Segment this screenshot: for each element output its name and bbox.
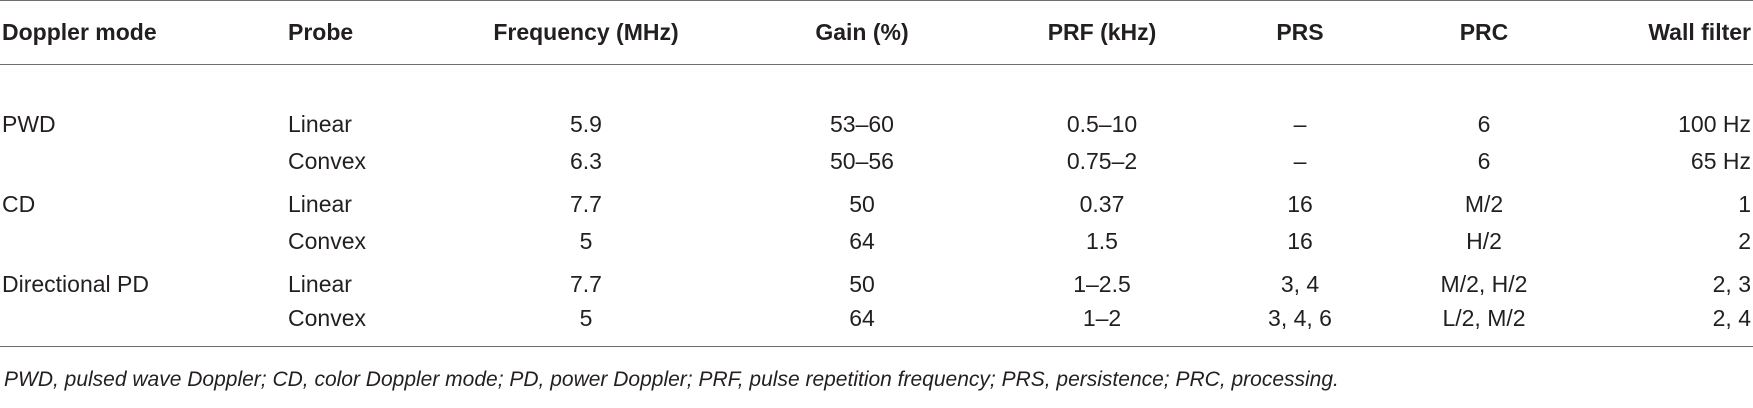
cell-prc: H/2 (1466, 228, 1502, 254)
cell-mode: PWD (2, 111, 56, 137)
header-doppler-mode: Doppler mode (0, 0, 288, 65)
table-row: Convex 5 64 1–2 3, 4, 6 L/2, M/2 2, 4 (0, 304, 1753, 347)
cell-mode (0, 304, 288, 347)
header-prs: PRS (1216, 0, 1384, 65)
cell-gain: 50–56 (830, 148, 894, 174)
cell-mode: Directional PD (2, 271, 149, 297)
cell-frequency: 7.7 (570, 191, 602, 217)
cell-prf: 1–2 (988, 304, 1216, 347)
cell-frequency: 5 (436, 304, 736, 347)
cell-frequency: 6.3 (570, 148, 602, 174)
cell-prs: 16 (1287, 191, 1313, 217)
cell-mode (0, 225, 288, 265)
cell-prc: M/2 (1464, 191, 1504, 217)
cell-wall-filter: 2, 3 (1712, 271, 1751, 297)
cell-gain: 64 (736, 304, 988, 347)
cell-prs: 3, 4 (1280, 271, 1320, 297)
table-row: Convex 5 64 1.5 16 H/2 2 (0, 225, 1753, 265)
cell-prf: 1–2.5 (1073, 271, 1131, 297)
cell-wall-filter: 100 Hz (1678, 111, 1751, 137)
table-header-row: Doppler mode Probe Frequency (MHz) Gain … (0, 0, 1753, 65)
cell-gain: 50 (849, 271, 875, 297)
cell-probe: Linear (288, 111, 352, 137)
cell-prf: 0.37 (1079, 191, 1125, 217)
cell-gain: 64 (849, 228, 875, 254)
cell-prc: 6 (1477, 148, 1491, 174)
cell-prc: M/2, H/2 (1440, 271, 1528, 297)
cell-frequency: 5.9 (570, 111, 602, 137)
cell-prf: 1.5 (1086, 228, 1118, 254)
table-spacer (0, 65, 1753, 105)
cell-probe: Convex (288, 148, 366, 174)
cell-prs: – (1293, 111, 1307, 137)
cell-prc: 6 (1477, 111, 1491, 137)
header-prc: PRC (1384, 0, 1584, 65)
settings-table-container: Doppler mode Probe Frequency (MHz) Gain … (0, 0, 1753, 347)
cell-mode: CD (2, 191, 36, 217)
header-gain: Gain (%) (736, 0, 988, 65)
cell-probe: Convex (288, 304, 436, 347)
cell-prs: 16 (1287, 228, 1313, 254)
cell-frequency: 7.7 (570, 271, 602, 297)
header-wall-filter: Wall filter (1584, 0, 1753, 65)
cell-gain: 50 (849, 191, 875, 217)
cell-wall-filter: 2 (1738, 228, 1751, 254)
cell-prc: L/2, M/2 (1384, 304, 1584, 347)
table-row: Convex 6.3 50–56 0.75–2 – 6 65 Hz (0, 145, 1753, 185)
header-prf: PRF (kHz) (988, 0, 1216, 65)
header-frequency: Frequency (MHz) (436, 0, 736, 65)
doppler-settings-table: Doppler mode Probe Frequency (MHz) Gain … (0, 0, 1753, 347)
cell-mode (0, 145, 288, 185)
cell-prs: – (1293, 148, 1307, 174)
cell-frequency: 5 (579, 228, 593, 254)
table-footnote: PWD, pulsed wave Doppler; CD, color Dopp… (4, 368, 1339, 391)
header-probe: Probe (288, 0, 436, 65)
cell-probe: Linear (288, 191, 352, 217)
cell-prf: 0.5–10 (1066, 111, 1138, 137)
cell-wall-filter: 2, 4 (1584, 304, 1753, 347)
cell-probe: Convex (288, 228, 366, 254)
table-row: Directional PD Linear 7.7 50 1–2.5 3, 4 … (0, 265, 1753, 305)
table-row: PWD Linear 5.9 53–60 0.5–10 – 6 100 Hz (0, 105, 1753, 145)
cell-gain: 53–60 (830, 111, 894, 137)
cell-prf: 0.75–2 (1066, 148, 1138, 174)
cell-wall-filter: 65 Hz (1690, 148, 1751, 174)
cell-wall-filter: 1 (1738, 191, 1751, 217)
table-row: CD Linear 7.7 50 0.37 16 M/2 1 (0, 185, 1753, 225)
cell-prs: 3, 4, 6 (1216, 304, 1384, 347)
cell-probe: Linear (288, 271, 352, 297)
